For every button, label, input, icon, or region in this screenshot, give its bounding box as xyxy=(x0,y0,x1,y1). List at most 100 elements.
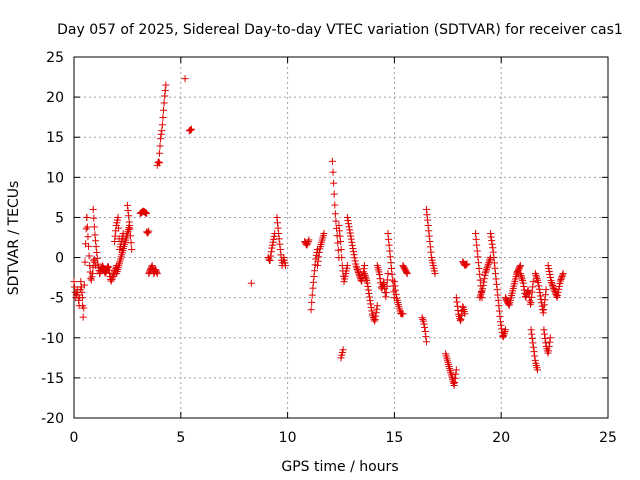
data-point xyxy=(463,260,471,268)
data-point xyxy=(354,269,362,277)
data-point xyxy=(274,224,282,232)
data-point xyxy=(548,280,556,288)
data-point xyxy=(427,248,435,256)
data-point xyxy=(385,235,393,243)
data-point xyxy=(392,290,400,298)
data-point xyxy=(534,278,542,286)
y-tick-label: 20 xyxy=(46,90,64,106)
data-point xyxy=(360,265,368,273)
data-point xyxy=(403,270,411,278)
data-point xyxy=(367,300,375,308)
y-tick-label: 0 xyxy=(55,251,64,267)
data-point xyxy=(425,227,433,235)
data-point xyxy=(527,326,535,334)
data-point xyxy=(187,125,195,133)
data-point xyxy=(186,126,194,134)
data-point xyxy=(477,290,485,298)
data-point xyxy=(557,276,565,284)
data-point xyxy=(104,263,112,271)
data-point xyxy=(83,213,91,221)
data-point xyxy=(550,286,558,294)
data-point xyxy=(108,274,116,282)
data-point xyxy=(546,270,554,278)
data-point xyxy=(552,292,560,300)
data-point xyxy=(354,267,362,275)
data-point xyxy=(450,381,458,389)
data-point xyxy=(425,232,433,240)
x-tick-label: 0 xyxy=(70,430,79,446)
data-point xyxy=(419,317,427,325)
data-point xyxy=(359,268,367,276)
data-point xyxy=(386,247,394,255)
data-point xyxy=(452,370,460,378)
y-tick-label: 10 xyxy=(46,170,64,186)
data-point xyxy=(520,283,528,291)
data-point xyxy=(350,251,358,259)
data-point xyxy=(431,270,439,278)
data-point xyxy=(557,274,565,282)
data-point xyxy=(158,121,166,129)
data-point xyxy=(519,279,527,287)
data-point xyxy=(337,238,345,246)
data-point xyxy=(348,238,356,246)
data-point xyxy=(159,114,167,122)
y-tick-label: 25 xyxy=(46,50,64,66)
data-point xyxy=(80,281,88,289)
data-point xyxy=(472,235,480,243)
data-point xyxy=(474,253,482,261)
data-point xyxy=(85,242,93,250)
data-point xyxy=(376,275,384,283)
data-point xyxy=(500,331,508,339)
data-point xyxy=(363,279,371,287)
data-point xyxy=(422,338,430,346)
data-point xyxy=(373,305,381,313)
data-point xyxy=(268,244,276,252)
data-point xyxy=(527,299,535,307)
data-point xyxy=(315,248,323,256)
data-point xyxy=(79,294,87,302)
data-point xyxy=(328,157,336,165)
data-point xyxy=(346,226,354,234)
data-point xyxy=(384,229,392,237)
data-point xyxy=(346,229,354,237)
data-point xyxy=(492,270,500,278)
data-point xyxy=(281,262,289,270)
data-point xyxy=(545,347,553,355)
data-point xyxy=(531,270,539,278)
data-point xyxy=(108,276,116,284)
data-point xyxy=(529,283,537,291)
data-point xyxy=(494,291,502,299)
data-point xyxy=(157,135,165,143)
data-point xyxy=(123,201,131,209)
data-point xyxy=(366,296,374,304)
data-point xyxy=(426,243,434,251)
data-point xyxy=(334,246,342,254)
data-point xyxy=(541,330,549,338)
data-point xyxy=(499,333,507,341)
data-point xyxy=(314,257,322,265)
data-point xyxy=(275,235,283,243)
data-point xyxy=(78,288,86,296)
data-point xyxy=(70,278,78,286)
data-point xyxy=(367,303,375,311)
data-point xyxy=(424,216,432,224)
data-point xyxy=(343,213,351,221)
data-point xyxy=(315,253,323,261)
data-point xyxy=(268,241,276,249)
data-point xyxy=(452,294,460,302)
data-point xyxy=(330,190,338,198)
data-point xyxy=(304,238,312,246)
data-point xyxy=(334,239,342,247)
data-point xyxy=(305,236,313,244)
data-point xyxy=(419,315,427,323)
data-point xyxy=(124,207,132,215)
data-point xyxy=(529,339,537,347)
data-point xyxy=(87,276,95,284)
data-point xyxy=(307,306,315,314)
data-point xyxy=(364,286,372,294)
data-point xyxy=(247,279,255,287)
data-point xyxy=(480,275,488,283)
data-point xyxy=(452,366,460,374)
data-point xyxy=(90,214,98,222)
data-point xyxy=(351,257,359,265)
